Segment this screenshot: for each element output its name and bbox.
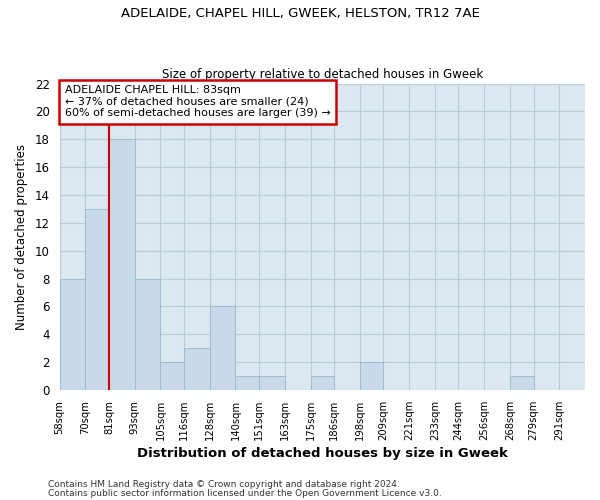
Bar xyxy=(360,362,383,390)
Bar xyxy=(85,209,109,390)
Bar xyxy=(510,376,533,390)
Bar xyxy=(135,278,160,390)
Bar xyxy=(160,362,184,390)
Bar xyxy=(311,376,334,390)
Bar xyxy=(259,376,285,390)
Title: Size of property relative to detached houses in Gweek: Size of property relative to detached ho… xyxy=(162,68,483,81)
Bar xyxy=(59,278,85,390)
Text: Contains HM Land Registry data © Crown copyright and database right 2024.: Contains HM Land Registry data © Crown c… xyxy=(48,480,400,489)
Text: ADELAIDE CHAPEL HILL: 83sqm
← 37% of detached houses are smaller (24)
60% of sem: ADELAIDE CHAPEL HILL: 83sqm ← 37% of det… xyxy=(65,85,331,118)
Bar xyxy=(184,348,210,390)
Y-axis label: Number of detached properties: Number of detached properties xyxy=(15,144,28,330)
Text: ADELAIDE, CHAPEL HILL, GWEEK, HELSTON, TR12 7AE: ADELAIDE, CHAPEL HILL, GWEEK, HELSTON, T… xyxy=(121,8,479,20)
Bar xyxy=(235,376,259,390)
Bar xyxy=(210,306,235,390)
X-axis label: Distribution of detached houses by size in Gweek: Distribution of detached houses by size … xyxy=(137,447,508,460)
Text: Contains public sector information licensed under the Open Government Licence v3: Contains public sector information licen… xyxy=(48,488,442,498)
Bar xyxy=(109,140,135,390)
